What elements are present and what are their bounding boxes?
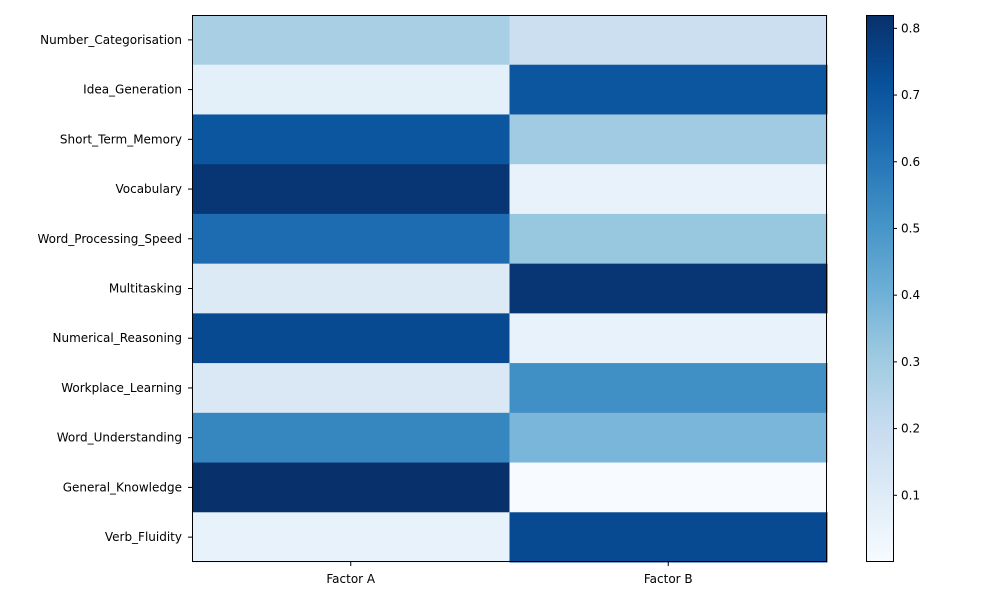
y-tick-label: Short_Term_Memory xyxy=(60,132,182,146)
heatmap-cell xyxy=(192,363,510,414)
heatmap-cell xyxy=(509,512,828,563)
heatmap-cell xyxy=(509,164,828,215)
heatmap-cell xyxy=(509,313,828,364)
heatmap-cell xyxy=(509,114,828,165)
heatmap-cell xyxy=(509,412,828,464)
heatmap-cell xyxy=(509,213,828,265)
y-tick-label: Workplace_Learning xyxy=(61,381,182,395)
colorbar xyxy=(866,15,893,562)
y-tick-label: Numerical_Reasoning xyxy=(53,331,183,345)
column-labels: Factor A Factor B xyxy=(326,562,693,586)
colorbar-frame xyxy=(866,15,894,562)
heatmap-cell xyxy=(192,15,510,66)
plot-frame xyxy=(192,15,827,562)
colorbar-tick-label: 0.8 xyxy=(901,21,920,35)
y-tick-label: Word_Understanding xyxy=(57,431,182,445)
heatmap-cell xyxy=(192,213,510,265)
y-tick-label: Word_Processing_Speed xyxy=(37,232,182,246)
heatmap-cell xyxy=(509,263,828,314)
y-tick-label: Vocabulary xyxy=(115,182,182,196)
heatmap-cell xyxy=(192,64,510,115)
colorbar-ticks: 0.1 0.2 0.3 0.4 0.5 0.6 0.7 0.8 xyxy=(893,21,920,502)
heatmap-cell xyxy=(192,412,510,464)
heatmap-cells xyxy=(192,15,828,563)
colorbar-tick-label: 0.6 xyxy=(901,155,920,169)
heatmap-cell xyxy=(192,263,510,314)
heatmap-cell xyxy=(192,164,510,215)
heatmap-cell xyxy=(192,114,510,165)
colorbar-tick-label: 0.4 xyxy=(901,288,920,302)
y-tick-label: Number_Categorisation xyxy=(40,33,182,47)
y-tick-label: General_Knowledge xyxy=(63,480,182,494)
heatmap-cell xyxy=(192,313,510,364)
row-labels: Number_Categorisation Idea_Generation Shor… xyxy=(37,33,192,544)
heatmap-cell xyxy=(509,462,828,513)
y-tick-label: Verb_Fluidity xyxy=(105,530,182,544)
colorbar-tick-label: 0.2 xyxy=(901,422,920,436)
colorbar-tick-label: 0.7 xyxy=(901,88,920,102)
x-tick-label: Factor B xyxy=(644,572,693,586)
heatmap-cell xyxy=(192,512,510,563)
colorbar-tick-label: 0.5 xyxy=(901,221,920,235)
colorbar-tick-label: 0.3 xyxy=(901,355,920,369)
x-tick-label: Factor A xyxy=(326,572,376,586)
y-tick-label: Multitasking xyxy=(109,282,182,296)
colorbar-tick-label: 0.1 xyxy=(901,488,920,502)
y-tick-label: Idea_Generation xyxy=(83,83,182,97)
heatmap-cell xyxy=(509,15,828,66)
heatmap-cell xyxy=(509,363,828,414)
heatmap-cell xyxy=(192,462,510,513)
heatmap-cell xyxy=(509,64,828,115)
